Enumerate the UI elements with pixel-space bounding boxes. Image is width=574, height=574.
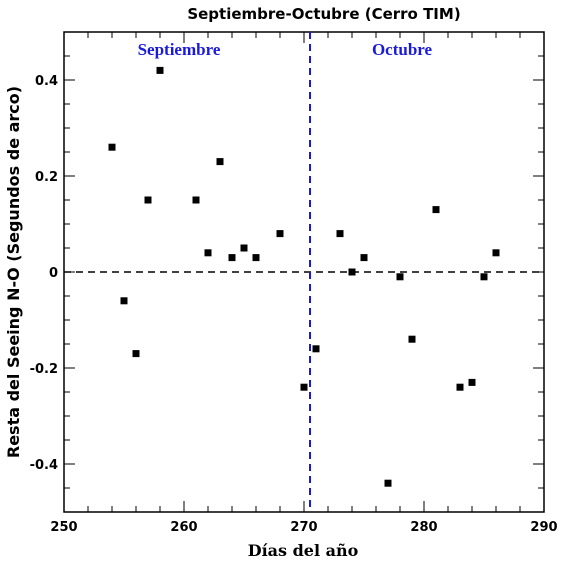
x-tick-label: 280 xyxy=(410,520,437,535)
data-point xyxy=(456,383,464,391)
data-point xyxy=(492,249,500,257)
data-point xyxy=(252,254,260,262)
data-point xyxy=(276,230,284,238)
y-axis-label: Resta del Seeing N-O (Segundos de arco) xyxy=(4,86,23,458)
data-point xyxy=(144,196,152,204)
data-point xyxy=(204,249,212,257)
data-point xyxy=(240,244,248,252)
y-tick-label: 0.4 xyxy=(35,74,58,89)
data-point xyxy=(360,254,368,262)
data-point xyxy=(300,383,308,391)
data-point xyxy=(468,378,476,386)
x-tick-label: 290 xyxy=(530,520,557,535)
x-tick-label: 270 xyxy=(290,520,317,535)
data-point xyxy=(432,206,440,214)
data-point xyxy=(312,345,320,353)
data-point xyxy=(480,273,488,281)
data-point xyxy=(396,273,404,281)
data-point xyxy=(120,297,128,305)
chart-title: Septiembre-Octubre (Cerro TIM) xyxy=(187,5,460,23)
x-tick-label: 260 xyxy=(170,520,197,535)
y-tick-label: 0.2 xyxy=(35,170,58,185)
x-tick-label: 250 xyxy=(50,520,77,535)
region-label-octubre: Octubre xyxy=(372,40,433,59)
y-tick-label: -0.2 xyxy=(30,362,58,377)
data-point xyxy=(108,143,116,151)
data-point xyxy=(216,158,224,166)
data-point xyxy=(156,66,164,74)
y-tick-label: 0 xyxy=(49,266,58,281)
data-point xyxy=(408,335,416,343)
data-point xyxy=(336,230,344,238)
data-point xyxy=(132,350,140,358)
data-point xyxy=(228,254,236,262)
y-tick-label: -0.4 xyxy=(30,458,58,473)
x-axis-label: Días del año xyxy=(248,541,359,560)
data-point xyxy=(192,196,200,204)
data-point xyxy=(384,479,392,487)
region-label-septiembre: Septiembre xyxy=(138,40,221,59)
data-point xyxy=(348,268,356,276)
